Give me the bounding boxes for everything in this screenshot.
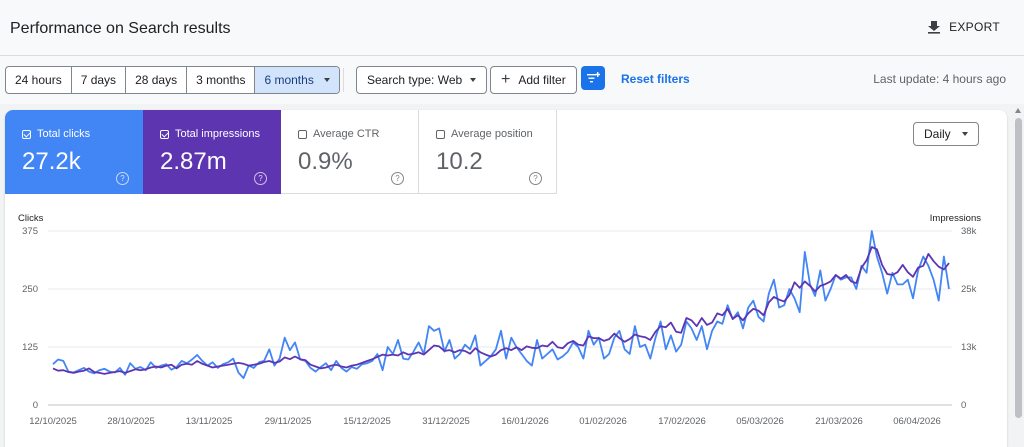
date-range-6-months-label: 6 months bbox=[264, 73, 314, 87]
caret-down-icon bbox=[470, 78, 477, 82]
filter-settings-button[interactable] bbox=[581, 66, 605, 90]
plus-icon: + bbox=[501, 71, 511, 88]
metric-total-impressions-header: Total impressions bbox=[160, 128, 260, 140]
add-filter-button[interactable]: + Add filter bbox=[490, 66, 577, 94]
search-type-dropdown[interactable]: Search type: Web bbox=[356, 66, 488, 94]
x-tick-label: 05/03/2026 bbox=[736, 416, 784, 427]
x-tick-label: 01/02/2026 bbox=[579, 416, 627, 427]
metric-average-ctr-value: 0.9% bbox=[298, 148, 353, 175]
x-tick-label: 06/04/2026 bbox=[893, 416, 941, 427]
metric-average-ctr-header: Average CTR bbox=[298, 128, 379, 140]
checkbox-checked-icon bbox=[22, 129, 31, 139]
metric-average-position[interactable]: Average position 10.2 ? bbox=[419, 110, 557, 194]
series-line-total-clicks bbox=[52, 230, 950, 380]
date-range-24-hours[interactable]: 24 hours bbox=[6, 67, 72, 93]
metric-average-ctr-label: Average CTR bbox=[313, 128, 380, 140]
help-icon[interactable]: ? bbox=[116, 172, 129, 185]
date-range-28-days[interactable]: 28 days bbox=[126, 67, 188, 93]
right-tick-label: 38k bbox=[961, 226, 977, 237]
reset-filters-link[interactable]: Reset filters bbox=[621, 72, 690, 86]
date-range-6-months[interactable]: 6 months bbox=[255, 67, 339, 93]
caret-down-icon bbox=[323, 78, 330, 82]
x-tick-label: 13/11/2025 bbox=[186, 416, 233, 427]
left-tick-label: 0 bbox=[33, 400, 38, 411]
metric-average-position-header: Average position bbox=[436, 128, 533, 140]
x-tick-label: 31/12/2025 bbox=[422, 416, 470, 427]
page-scrollbar[interactable] bbox=[1013, 104, 1024, 447]
left-axis-title: Clicks bbox=[18, 213, 44, 224]
filter-list-icon bbox=[587, 72, 600, 83]
search-type-label: Search type: Web bbox=[367, 73, 463, 87]
metric-total-impressions-label: Total impressions bbox=[175, 128, 260, 140]
x-tick-label: 29/11/2025 bbox=[265, 416, 312, 427]
scroll-up-arrow-icon[interactable] bbox=[1015, 108, 1021, 113]
export-label: EXPORT bbox=[949, 20, 1000, 34]
date-range-3-months[interactable]: 3 months bbox=[187, 67, 256, 93]
x-tick-label: 21/03/2026 bbox=[815, 416, 863, 427]
metric-average-position-value: 10.2 bbox=[436, 148, 483, 175]
filter-toolbar: 24 hours 7 days 28 days 3 months 6 month… bbox=[0, 56, 1024, 104]
series-line-total-impressions bbox=[52, 246, 950, 375]
last-update-text: Last update: 4 hours ago bbox=[873, 72, 1006, 86]
right-axis-title: Impressions bbox=[930, 213, 981, 224]
performance-chart: Clicks Impressions 375 38k 250 25k 125 13k 0 0 12/… bbox=[18, 213, 981, 427]
right-tick-label: 0 bbox=[961, 400, 966, 411]
granularity-dropdown[interactable]: Daily bbox=[913, 122, 979, 146]
download-icon bbox=[928, 21, 941, 34]
caret-down-icon bbox=[962, 132, 968, 136]
x-tick-label: 12/10/2025 bbox=[29, 416, 77, 427]
add-filter-label: Add filter bbox=[518, 73, 566, 87]
metric-total-clicks-header: Total clicks bbox=[22, 128, 90, 140]
date-range-7-days[interactable]: 7 days bbox=[72, 67, 127, 93]
x-tick-label: 28/10/2025 bbox=[107, 416, 155, 427]
left-tick-label: 375 bbox=[22, 226, 38, 237]
right-tick-label: 25k bbox=[961, 284, 977, 295]
metric-total-clicks[interactable]: Total clicks 27.2k ? bbox=[5, 110, 143, 194]
metric-total-clicks-value: 27.2k bbox=[22, 148, 81, 175]
help-icon[interactable]: ? bbox=[529, 172, 542, 185]
help-icon[interactable]: ? bbox=[391, 172, 404, 185]
export-button[interactable]: EXPORT bbox=[927, 20, 1000, 34]
x-tick-label: 17/02/2026 bbox=[658, 416, 706, 427]
metric-total-impressions-value: 2.87m bbox=[160, 148, 227, 175]
metric-average-position-label: Average position bbox=[451, 128, 533, 140]
checkbox-unchecked-icon bbox=[298, 129, 307, 139]
x-tick-label: 15/12/2025 bbox=[343, 416, 391, 427]
metric-average-ctr[interactable]: Average CTR 0.9% ? bbox=[281, 110, 419, 194]
metric-total-clicks-label: Total clicks bbox=[37, 128, 91, 140]
page-title: Performance on Search results bbox=[10, 20, 231, 37]
scrollbar-thumb[interactable] bbox=[1015, 118, 1022, 418]
x-tick-label: 16/01/2026 bbox=[501, 416, 549, 427]
left-tick-label: 125 bbox=[22, 342, 38, 353]
performance-card: Total clicks 27.2k ? Total impressions 2… bbox=[5, 110, 1007, 447]
date-range-selector: 24 hours 7 days 28 days 3 months 6 month… bbox=[5, 66, 340, 94]
checkbox-unchecked-icon bbox=[436, 129, 445, 139]
toolbar-divider bbox=[343, 68, 344, 92]
page-header: Performance on Search results EXPORT bbox=[0, 0, 1024, 56]
left-tick-label: 250 bbox=[22, 284, 38, 295]
help-icon[interactable]: ? bbox=[254, 172, 267, 185]
checkbox-checked-icon bbox=[160, 129, 169, 139]
metric-total-impressions[interactable]: Total impressions 2.87m ? bbox=[143, 110, 281, 194]
right-tick-label: 13k bbox=[961, 342, 977, 353]
granularity-label: Daily bbox=[924, 127, 951, 141]
